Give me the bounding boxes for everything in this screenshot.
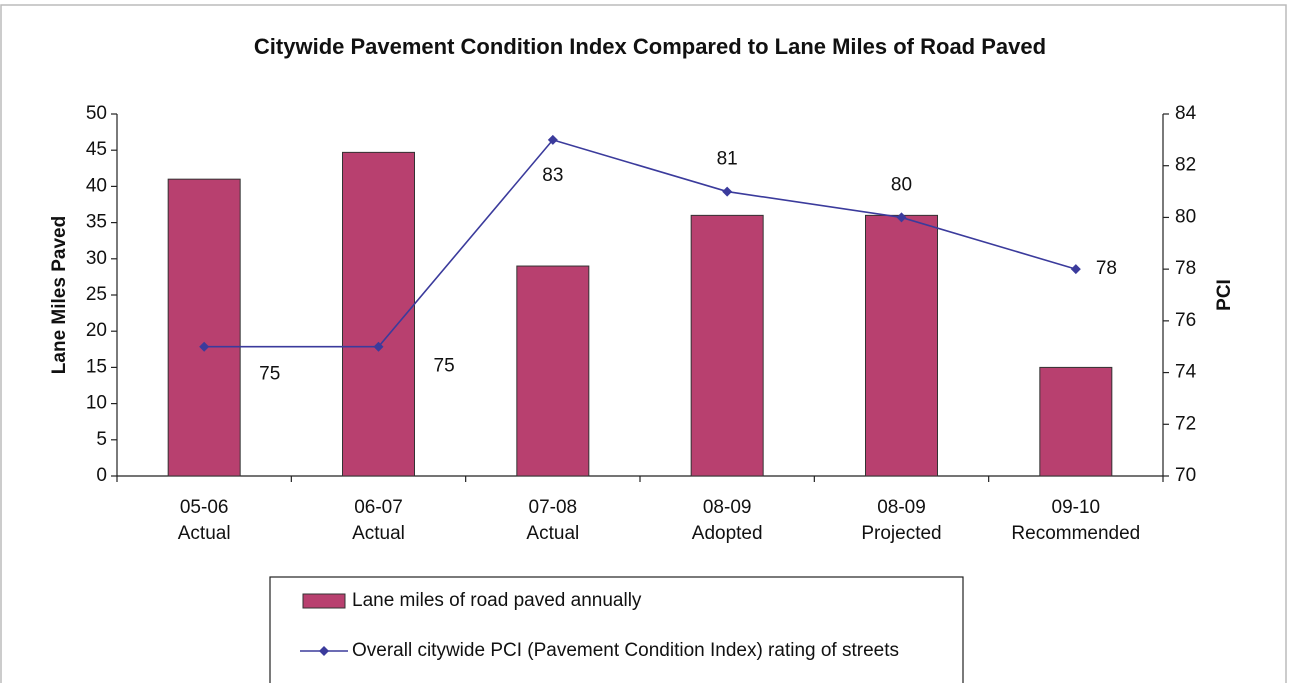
bar (1039, 366, 1113, 477)
data-label: 75 (434, 356, 455, 377)
y2-tick-label: 80 (1175, 206, 1196, 227)
y2-tick-label: 84 (1175, 103, 1197, 124)
legend-swatch (302, 593, 346, 609)
marker (1070, 264, 1081, 275)
y-tick-label: 0 (96, 465, 107, 486)
y-tick-label: 40 (86, 175, 107, 196)
x-tick-label: 08-09 (703, 497, 752, 518)
y2-tick-label: 72 (1175, 413, 1196, 434)
y-tick-label: 20 (86, 320, 107, 341)
y2-tick-label: 82 (1175, 155, 1196, 176)
x-tick-label: 06-07 (354, 497, 403, 518)
y2-tick-label: 78 (1175, 258, 1196, 279)
x-tick-label: Projected (861, 523, 941, 544)
y-axis-title: Lane Miles Paved (49, 216, 70, 374)
legend-label: Overall citywide PCI (Pavement Condition… (352, 640, 899, 661)
bar (342, 151, 415, 477)
data-label: 83 (542, 165, 563, 186)
marker (547, 134, 558, 145)
frame (0, 4, 1287, 683)
y-tick-label: 25 (86, 284, 107, 305)
legend-marker (319, 646, 329, 656)
data-label: 80 (891, 174, 912, 195)
y-tick-label: 35 (86, 212, 107, 233)
data-label: 75 (259, 364, 280, 385)
legend-label: Lane miles of road paved annually (352, 590, 642, 611)
x-tick-label: 05-06 (180, 497, 229, 518)
y-tick-label: 10 (86, 393, 107, 414)
y-tick-label: 15 (86, 356, 107, 377)
bar (690, 214, 764, 477)
bar (167, 178, 241, 477)
x-tick-label: Actual (352, 523, 405, 544)
y2-tick-label: 76 (1175, 310, 1196, 331)
y-tick-label: 5 (96, 429, 107, 450)
x-tick-label: Adopted (692, 523, 763, 544)
marker (722, 186, 733, 197)
marker (896, 212, 907, 223)
legend-box (269, 576, 964, 683)
line (204, 138, 1077, 348)
y2-tick-label: 70 (1175, 465, 1196, 486)
x-tick-label: Actual (178, 523, 231, 544)
x-tick-label: Recommended (1011, 523, 1140, 544)
x-tick-label: 07-08 (529, 497, 578, 518)
y-tick-label: 45 (86, 139, 107, 160)
x-tick-label: 08-09 (877, 497, 926, 518)
y2-tick-label: 74 (1175, 362, 1197, 383)
bar (865, 214, 938, 477)
marker (199, 341, 210, 352)
x-tick-label: Actual (526, 523, 579, 544)
chart-title: Citywide Pavement Condition Index Compar… (254, 34, 1046, 59)
data-label: 78 (1096, 258, 1117, 279)
y-tick-label: 30 (86, 248, 107, 269)
x-tick-label: 09-10 (1052, 497, 1101, 518)
data-label: 81 (717, 149, 738, 170)
marker (373, 341, 384, 352)
bar (516, 265, 590, 477)
y-tick-label: 50 (86, 103, 107, 124)
y2-axis-title: PCI (1214, 279, 1235, 311)
